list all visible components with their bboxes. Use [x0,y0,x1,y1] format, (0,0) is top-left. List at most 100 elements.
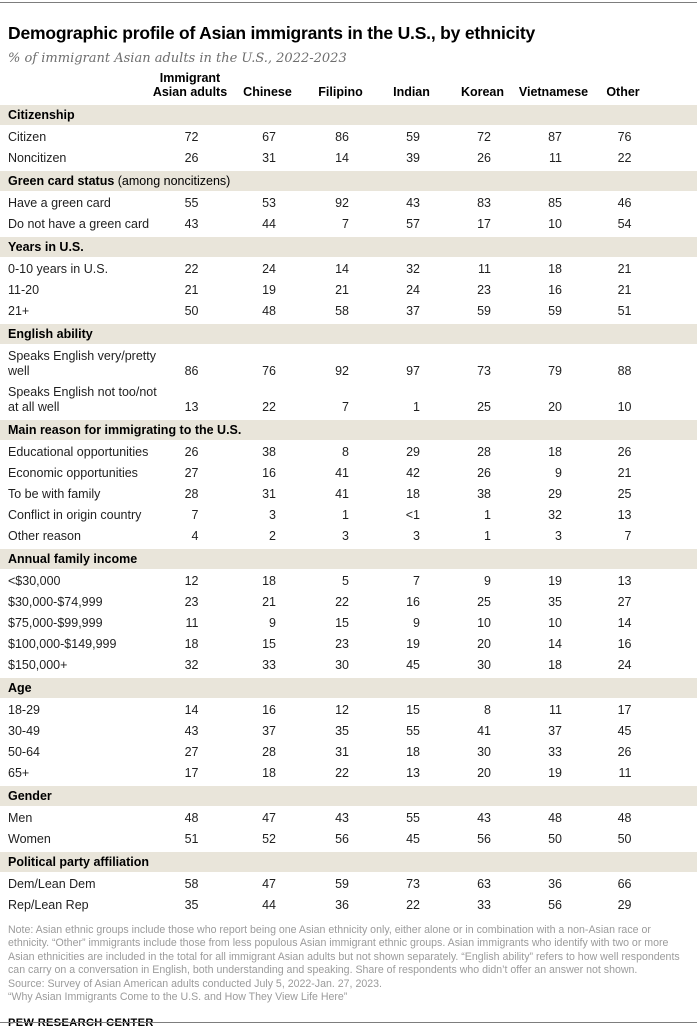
cell-value-text: 13 [406,766,420,780]
cell-value-text: 36 [548,877,562,891]
cell-value: 18 [376,742,447,763]
cell-value-text: 48 [262,304,276,318]
cell-value-text: 59 [477,304,491,318]
cell-value-text: 55 [184,196,199,210]
cell-value-text: 18 [548,262,562,276]
cell-value: 5 [305,570,376,592]
cell-value: 9 [376,613,447,634]
cell-value: 66 [589,873,657,895]
cell-value-text: 3 [269,508,276,522]
row-label: Economic opportunities [0,463,150,484]
cell-value-text: 29 [548,487,562,501]
cell-value-text: 28 [184,487,199,501]
cell-value-text: 18 [406,487,420,501]
cell-value: 67 [230,126,305,148]
cell-value: 9 [447,570,518,592]
cell-value-text: 14 [335,262,349,276]
cell-value-text: 50 [548,832,562,846]
cell-value-text: 9 [413,616,420,630]
cell-value-text: 56 [548,898,562,912]
table-row: Citizen 72 67 86 59 72 87 76 [0,126,697,148]
section-header: Gender [0,784,697,808]
cell-value: 29 [376,441,447,463]
row-label-text: Have a green card [8,196,111,210]
cell-value: 27 [589,592,657,613]
top-rule [0,2,697,3]
table-row: Speaks English not too/not at all well 13… [0,382,697,419]
cell-value: 86 [305,126,376,148]
cell-value: 1 [447,526,518,548]
row-label: 11-20 [0,280,150,301]
row-spacer [657,505,697,526]
cell-value-text: 72 [184,130,199,144]
cell-value: 11 [518,699,589,721]
row-label: Rep/Lean Rep [0,895,150,916]
cell-value-text: 15 [335,616,349,630]
cell-value-text: 18 [406,745,420,759]
row-label: $150,000+ [0,655,150,677]
cell-value: 28 [447,441,518,463]
cell-value: 55 [150,192,230,214]
row-label: 0-10 years in U.S. [0,258,150,280]
cell-value: 30 [447,742,518,763]
cell-value-text: 83 [477,196,491,210]
cell-value-text: 41 [335,466,349,480]
cell-value: 57 [376,214,447,236]
section-header-row: Green card status (among noncitizens) [0,169,697,193]
cell-value-text: 30 [477,745,491,759]
cell-value-text: 48 [548,811,562,825]
row-label-text: Economic opportunities [8,466,138,480]
cell-value: 46 [589,192,657,214]
section-header: Citizenship [0,103,697,127]
cell-value: 36 [518,873,589,895]
cell-value-text: 45 [617,724,632,738]
cell-value-text: 18 [184,637,199,651]
right-spacer [657,71,697,104]
cell-value: 56 [305,829,376,851]
cell-value: 9 [230,613,305,634]
cell-value: 24 [589,655,657,677]
cell-value: 13 [376,763,447,785]
section-title: Years in U.S. [8,240,84,254]
cell-value: 22 [376,895,447,916]
row-label-text: 21+ [8,304,30,318]
row-spacer [657,280,697,301]
cell-value-text: 9 [269,616,276,630]
cell-value-text: 57 [406,217,420,231]
table-row: Dem/Lean Dem 58 47 59 73 63 36 66 [0,873,697,895]
section-title: Political party affiliation [8,855,149,869]
cell-value: 28 [150,484,230,505]
table-row: Men 48 47 43 55 43 48 48 [0,807,697,829]
cell-value: 38 [230,441,305,463]
cell-value-text: 16 [617,637,632,651]
cell-value-text: 45 [406,832,420,846]
row-label: To be with family [0,484,150,505]
row-label: Speaks English very/pretty well [0,345,156,382]
cell-value-text: 52 [262,832,276,846]
cell-value: 26 [589,742,657,763]
table-row: Other reason 4 2 3 3 1 3 7 [0,526,697,548]
cell-value: 10 [518,613,589,634]
cell-value: 11 [518,148,589,170]
row-label-text: Citizen [8,130,47,144]
table-row: 21+ 50 48 58 37 59 59 51 [0,301,697,323]
table-row: Rep/Lean Rep 35 44 36 22 33 56 29 [0,895,697,916]
row-label-text: $100,000-$149,999 [8,637,117,651]
section-header: Age [0,676,697,700]
cell-value-text: 9 [484,574,491,588]
row-label: Noncitizen [0,148,150,170]
cell-value: 14 [305,148,376,170]
row-spacer [657,655,697,677]
cell-value-text: 21 [335,283,349,297]
cell-value-text: 22 [335,766,349,780]
cell-value: 41 [305,463,376,484]
cell-value-text: 26 [184,151,199,165]
cell-value: 21 [589,280,657,301]
section-header-row: English ability [0,322,697,346]
row-label: Dem/Lean Dem [0,873,150,895]
cell-value: 51 [150,829,230,851]
cell-value: 44 [230,214,305,236]
cell-value: 36 [305,895,376,916]
cell-value: 58 [305,301,376,323]
cell-value: 14 [150,699,230,721]
